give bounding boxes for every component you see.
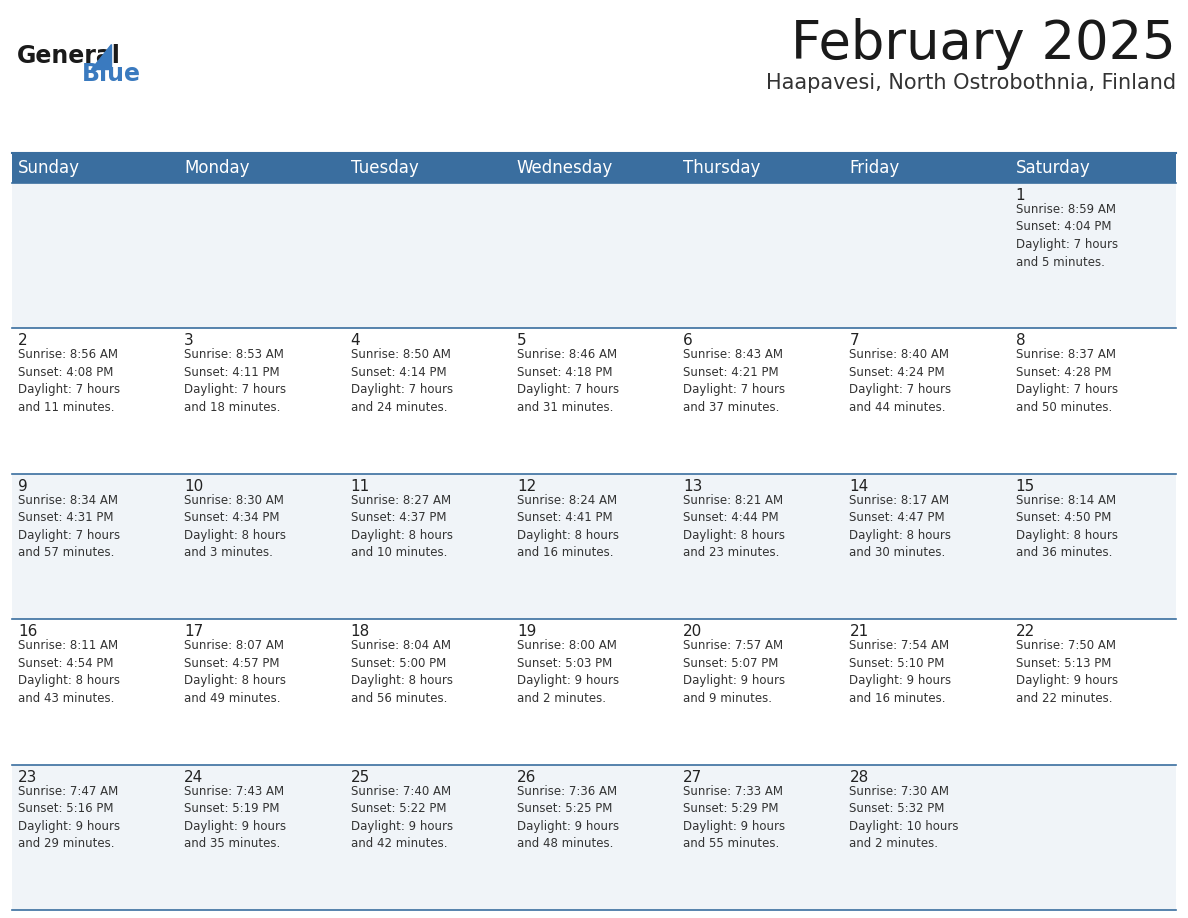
Text: Friday: Friday	[849, 159, 899, 177]
Text: Sunrise: 8:40 AM
Sunset: 4:24 PM
Daylight: 7 hours
and 44 minutes.: Sunrise: 8:40 AM Sunset: 4:24 PM Dayligh…	[849, 349, 952, 414]
Text: Sunrise: 7:47 AM
Sunset: 5:16 PM
Daylight: 9 hours
and 29 minutes.: Sunrise: 7:47 AM Sunset: 5:16 PM Dayligh…	[18, 785, 120, 850]
Text: Sunrise: 7:50 AM
Sunset: 5:13 PM
Daylight: 9 hours
and 22 minutes.: Sunrise: 7:50 AM Sunset: 5:13 PM Dayligh…	[1016, 639, 1118, 705]
Text: Sunday: Sunday	[18, 159, 80, 177]
Text: Saturday: Saturday	[1016, 159, 1091, 177]
Text: Wednesday: Wednesday	[517, 159, 613, 177]
Text: 25: 25	[350, 769, 369, 785]
Text: 27: 27	[683, 769, 702, 785]
Text: 2: 2	[18, 333, 27, 349]
Text: 5: 5	[517, 333, 526, 349]
Text: 26: 26	[517, 769, 536, 785]
Text: Sunrise: 7:33 AM
Sunset: 5:29 PM
Daylight: 9 hours
and 55 minutes.: Sunrise: 7:33 AM Sunset: 5:29 PM Dayligh…	[683, 785, 785, 850]
Text: General: General	[17, 44, 121, 68]
Text: 23: 23	[18, 769, 37, 785]
Text: 14: 14	[849, 479, 868, 494]
Text: Sunrise: 8:11 AM
Sunset: 4:54 PM
Daylight: 8 hours
and 43 minutes.: Sunrise: 8:11 AM Sunset: 4:54 PM Dayligh…	[18, 639, 120, 705]
Bar	[12, 183, 1176, 329]
Text: 1: 1	[1016, 188, 1025, 203]
Text: 10: 10	[184, 479, 203, 494]
Text: 3: 3	[184, 333, 194, 349]
Text: 7: 7	[849, 333, 859, 349]
Text: Sunrise: 7:54 AM
Sunset: 5:10 PM
Daylight: 9 hours
and 16 minutes.: Sunrise: 7:54 AM Sunset: 5:10 PM Dayligh…	[849, 639, 952, 705]
Text: Sunrise: 8:17 AM
Sunset: 4:47 PM
Daylight: 8 hours
and 30 minutes.: Sunrise: 8:17 AM Sunset: 4:47 PM Dayligh…	[849, 494, 952, 559]
Text: 11: 11	[350, 479, 369, 494]
Text: Sunrise: 8:53 AM
Sunset: 4:11 PM
Daylight: 7 hours
and 18 minutes.: Sunrise: 8:53 AM Sunset: 4:11 PM Dayligh…	[184, 349, 286, 414]
Text: Sunrise: 8:00 AM
Sunset: 5:03 PM
Daylight: 9 hours
and 2 minutes.: Sunrise: 8:00 AM Sunset: 5:03 PM Dayligh…	[517, 639, 619, 705]
Text: Sunrise: 8:56 AM
Sunset: 4:08 PM
Daylight: 7 hours
and 11 minutes.: Sunrise: 8:56 AM Sunset: 4:08 PM Dayligh…	[18, 349, 120, 414]
Text: Sunrise: 8:50 AM
Sunset: 4:14 PM
Daylight: 7 hours
and 24 minutes.: Sunrise: 8:50 AM Sunset: 4:14 PM Dayligh…	[350, 349, 453, 414]
Bar	[12, 329, 1176, 474]
Text: Sunrise: 8:24 AM
Sunset: 4:41 PM
Daylight: 8 hours
and 16 minutes.: Sunrise: 8:24 AM Sunset: 4:41 PM Dayligh…	[517, 494, 619, 559]
Text: 12: 12	[517, 479, 536, 494]
Text: 21: 21	[849, 624, 868, 639]
Text: 16: 16	[18, 624, 37, 639]
Text: 28: 28	[849, 769, 868, 785]
Text: Sunrise: 8:59 AM
Sunset: 4:04 PM
Daylight: 7 hours
and 5 minutes.: Sunrise: 8:59 AM Sunset: 4:04 PM Dayligh…	[1016, 203, 1118, 268]
Text: Sunrise: 8:37 AM
Sunset: 4:28 PM
Daylight: 7 hours
and 50 minutes.: Sunrise: 8:37 AM Sunset: 4:28 PM Dayligh…	[1016, 349, 1118, 414]
Text: 20: 20	[683, 624, 702, 639]
Bar	[12, 765, 1176, 910]
Text: Sunrise: 8:30 AM
Sunset: 4:34 PM
Daylight: 8 hours
and 3 minutes.: Sunrise: 8:30 AM Sunset: 4:34 PM Dayligh…	[184, 494, 286, 559]
Text: Sunrise: 8:43 AM
Sunset: 4:21 PM
Daylight: 7 hours
and 37 minutes.: Sunrise: 8:43 AM Sunset: 4:21 PM Dayligh…	[683, 349, 785, 414]
Text: 22: 22	[1016, 624, 1035, 639]
Text: 19: 19	[517, 624, 536, 639]
Text: Sunrise: 8:14 AM
Sunset: 4:50 PM
Daylight: 8 hours
and 36 minutes.: Sunrise: 8:14 AM Sunset: 4:50 PM Dayligh…	[1016, 494, 1118, 559]
Text: Sunrise: 8:04 AM
Sunset: 5:00 PM
Daylight: 8 hours
and 56 minutes.: Sunrise: 8:04 AM Sunset: 5:00 PM Dayligh…	[350, 639, 453, 705]
Text: 9: 9	[18, 479, 27, 494]
Text: Thursday: Thursday	[683, 159, 760, 177]
Text: Sunrise: 8:34 AM
Sunset: 4:31 PM
Daylight: 7 hours
and 57 minutes.: Sunrise: 8:34 AM Sunset: 4:31 PM Dayligh…	[18, 494, 120, 559]
Text: 18: 18	[350, 624, 369, 639]
Text: Sunrise: 7:36 AM
Sunset: 5:25 PM
Daylight: 9 hours
and 48 minutes.: Sunrise: 7:36 AM Sunset: 5:25 PM Dayligh…	[517, 785, 619, 850]
Polygon shape	[91, 44, 110, 69]
Text: Sunrise: 8:46 AM
Sunset: 4:18 PM
Daylight: 7 hours
and 31 minutes.: Sunrise: 8:46 AM Sunset: 4:18 PM Dayligh…	[517, 349, 619, 414]
Text: Sunrise: 7:57 AM
Sunset: 5:07 PM
Daylight: 9 hours
and 9 minutes.: Sunrise: 7:57 AM Sunset: 5:07 PM Dayligh…	[683, 639, 785, 705]
Bar	[12, 474, 1176, 620]
Text: 13: 13	[683, 479, 702, 494]
Text: Sunrise: 8:07 AM
Sunset: 4:57 PM
Daylight: 8 hours
and 49 minutes.: Sunrise: 8:07 AM Sunset: 4:57 PM Dayligh…	[184, 639, 286, 705]
Text: 17: 17	[184, 624, 203, 639]
Text: Sunrise: 8:27 AM
Sunset: 4:37 PM
Daylight: 8 hours
and 10 minutes.: Sunrise: 8:27 AM Sunset: 4:37 PM Dayligh…	[350, 494, 453, 559]
Text: 6: 6	[683, 333, 693, 349]
Text: Sunrise: 7:40 AM
Sunset: 5:22 PM
Daylight: 9 hours
and 42 minutes.: Sunrise: 7:40 AM Sunset: 5:22 PM Dayligh…	[350, 785, 453, 850]
Text: Sunrise: 7:43 AM
Sunset: 5:19 PM
Daylight: 9 hours
and 35 minutes.: Sunrise: 7:43 AM Sunset: 5:19 PM Dayligh…	[184, 785, 286, 850]
Text: 4: 4	[350, 333, 360, 349]
Text: Sunrise: 8:21 AM
Sunset: 4:44 PM
Daylight: 8 hours
and 23 minutes.: Sunrise: 8:21 AM Sunset: 4:44 PM Dayligh…	[683, 494, 785, 559]
Text: 8: 8	[1016, 333, 1025, 349]
Text: 15: 15	[1016, 479, 1035, 494]
Bar	[12, 620, 1176, 765]
Text: Haapavesi, North Ostrobothnia, Finland: Haapavesi, North Ostrobothnia, Finland	[766, 73, 1176, 93]
Text: February 2025: February 2025	[791, 18, 1176, 70]
Text: Monday: Monday	[184, 159, 249, 177]
Text: Sunrise: 7:30 AM
Sunset: 5:32 PM
Daylight: 10 hours
and 2 minutes.: Sunrise: 7:30 AM Sunset: 5:32 PM Dayligh…	[849, 785, 959, 850]
Text: Blue: Blue	[82, 62, 141, 86]
Text: 24: 24	[184, 769, 203, 785]
Bar	[12, 153, 1176, 183]
Text: Tuesday: Tuesday	[350, 159, 418, 177]
